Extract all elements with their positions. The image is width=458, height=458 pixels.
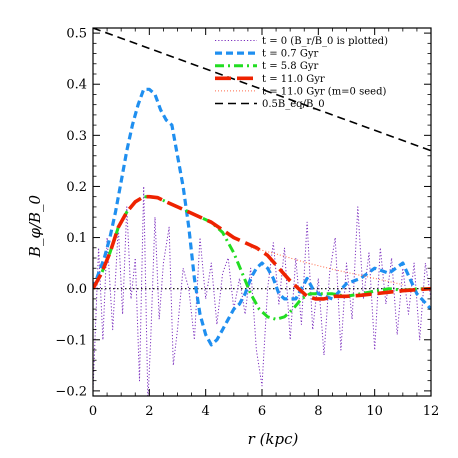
x-tick-label: 8 — [314, 404, 322, 419]
series-line-5 — [93, 28, 431, 152]
legend-label-5: 0.5B_eq/B_0 — [262, 99, 325, 110]
x-tick-label: 6 — [258, 404, 266, 419]
legend-label-3: t = 11.0 Gyr — [262, 74, 325, 85]
series-line-0 — [93, 185, 431, 396]
x-tick-label: 2 — [145, 404, 153, 419]
legend-label-2: t = 5.8 Gyr — [262, 61, 318, 72]
x-tick-label: 12 — [423, 404, 440, 419]
legend-label-0: t = 0 (B_r/B_0 is plotted) — [262, 36, 388, 47]
y-tick-label: 0.1 — [66, 231, 87, 246]
y-tick-label: −0.2 — [55, 384, 87, 399]
y-tick-label: 0.4 — [66, 78, 87, 93]
plot-frame — [92, 27, 432, 397]
x-axis-title: r (kpc) — [248, 430, 299, 448]
x-tick-label: 4 — [202, 404, 210, 419]
series-line-3 — [93, 194, 431, 301]
y-axis-title: B_φ/B_0 — [26, 194, 44, 258]
x-tick-label: 10 — [366, 404, 383, 419]
x-tick-label: 0 — [89, 404, 97, 419]
y-tick-label: 0.3 — [66, 129, 87, 144]
y-tick-label: 0.0 — [66, 282, 87, 297]
chart-marks — [93, 28, 431, 396]
y-tick-label: −0.1 — [55, 333, 87, 348]
series-line-1 — [93, 87, 431, 347]
legend-label-1: t = 0.7 Gyr — [262, 49, 318, 60]
y-tick-label: 0.2 — [66, 180, 87, 195]
legend-label-4: t = 11.0 Gyr (m=0 seed) — [262, 86, 386, 97]
y-tick-label: 0.5 — [66, 27, 87, 42]
series-line-2 — [93, 195, 431, 321]
